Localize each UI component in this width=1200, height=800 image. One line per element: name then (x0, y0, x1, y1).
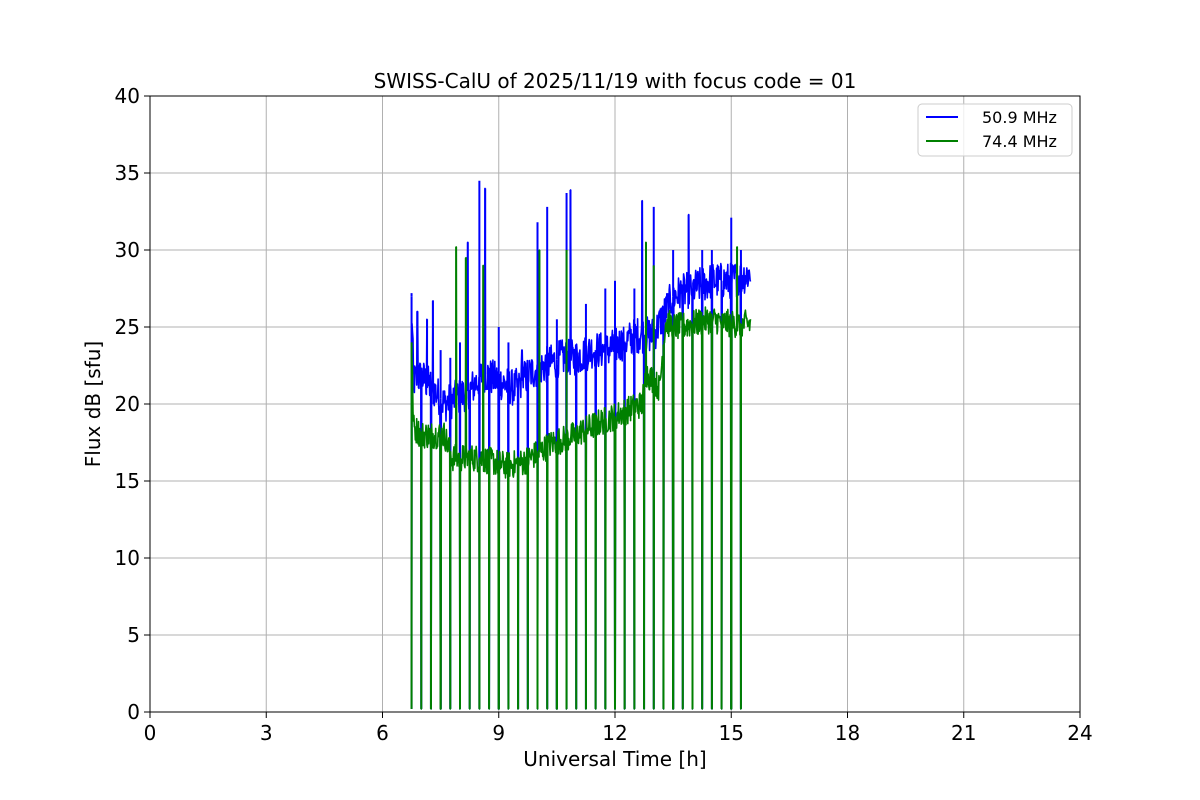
series-74-4-mhz (410, 241, 752, 710)
y-tick-label: 10 (115, 546, 140, 570)
y-tick-label: 15 (115, 469, 140, 493)
y-tick-label: 35 (115, 161, 140, 185)
series-50-9-mhz (410, 180, 752, 710)
x-tick-label: 3 (260, 721, 273, 745)
x-tick-label: 6 (376, 721, 389, 745)
x-tick-label: 21 (951, 721, 976, 745)
y-tick-label: 0 (127, 700, 140, 724)
chart-title: SWISS-CalU of 2025/11/19 with focus code… (374, 69, 857, 93)
y-tick-label: 5 (127, 623, 140, 647)
y-tick-label: 30 (115, 238, 140, 262)
x-tick-label: 15 (719, 721, 744, 745)
x-tick-label: 9 (492, 721, 505, 745)
x-axis-label: Universal Time [h] (523, 747, 706, 771)
y-tick-label: 25 (115, 315, 140, 339)
legend: 50.9 MHz 74.4 MHz (917, 103, 1073, 157)
series-line (410, 241, 752, 710)
x-tick-label: 18 (835, 721, 860, 745)
y-axis-label: Flux dB [sfu] (81, 341, 105, 467)
x-tick-label: 24 (1067, 721, 1092, 745)
y-axis-ticks: 0 5 10 15 20 25 30 35 40 (115, 84, 150, 724)
plot-frame (149, 95, 1081, 713)
legend-label-50-9-mhz: 50.9 MHz (982, 108, 1057, 127)
legend-label-74-4-mhz: 74.4 MHz (982, 132, 1057, 151)
series-layer (410, 180, 752, 710)
x-tick-label: 12 (602, 721, 627, 745)
x-tick-label: 0 (144, 721, 157, 745)
x-axis-ticks: 0 3 6 9 12 15 18 21 24 (144, 712, 1093, 745)
y-tick-label: 40 (115, 84, 140, 108)
y-tick-label: 20 (115, 392, 140, 416)
